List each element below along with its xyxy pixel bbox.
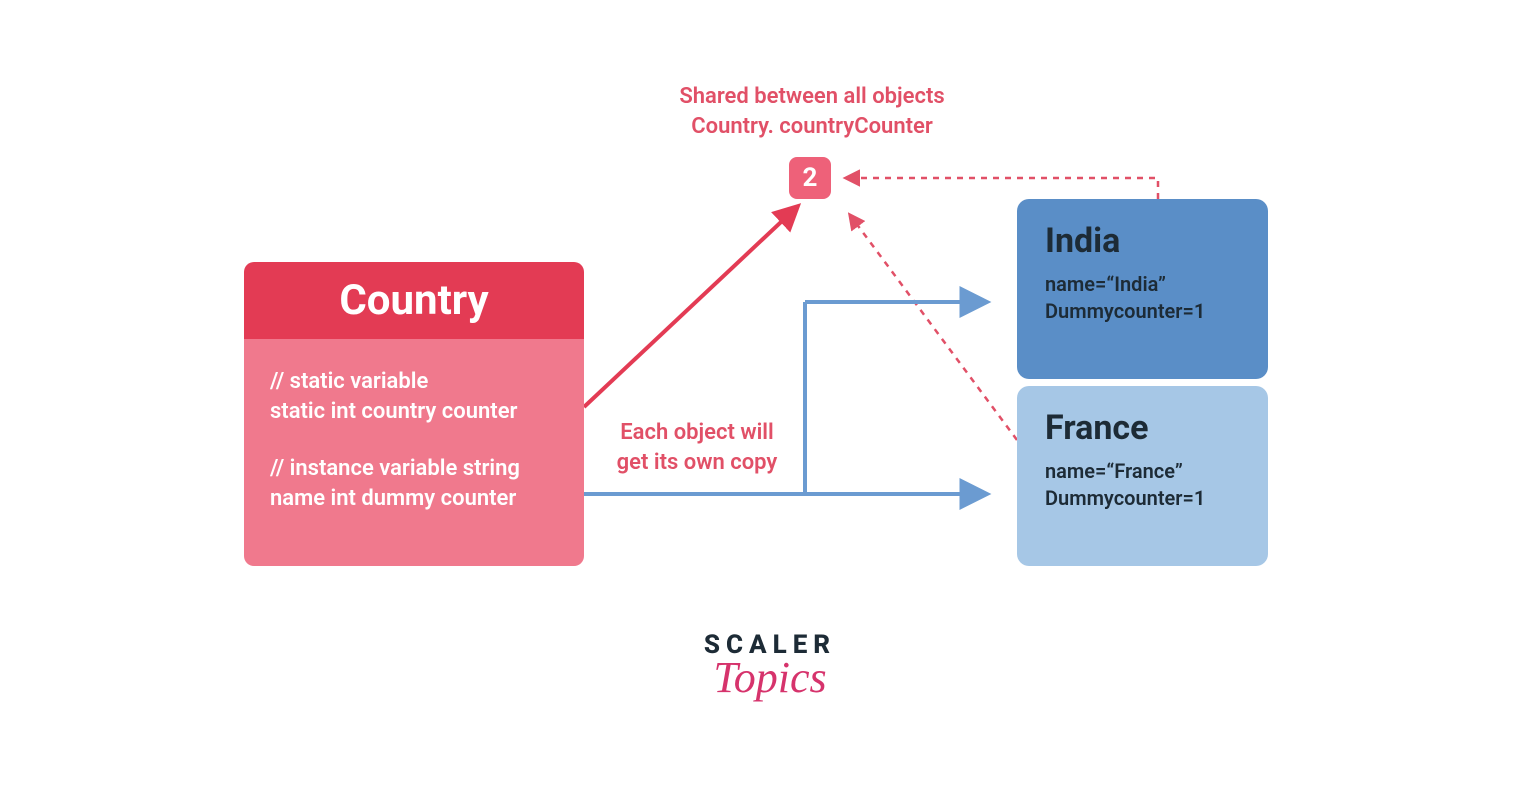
arrow-static-to-badge (584, 207, 797, 407)
diagram-canvas: Shared between all objects Country. coun… (0, 0, 1536, 811)
instance-france-box: France name=“France” Dummycounter=1 (1017, 386, 1268, 566)
instance-india-box: India name=“India” Dummycounter=1 (1017, 199, 1268, 379)
country-class-body: // static variable static int country co… (244, 339, 584, 566)
instance-india-counter: Dummycounter=1 (1045, 298, 1240, 325)
instance-var-decl: name int dummy counter (270, 484, 558, 514)
instance-france-counter: Dummycounter=1 (1045, 485, 1240, 512)
country-class-header: Country (244, 262, 584, 339)
own-copy-line1: Each object will (607, 418, 787, 448)
arrow-france-to-badge (850, 215, 1017, 440)
instance-india-title: India (1045, 221, 1240, 261)
scaler-topics-logo: SCALER Topics (690, 630, 850, 703)
shared-caption-line1: Shared between all objects (672, 82, 952, 112)
badge-value: 2 (803, 163, 818, 193)
country-counter-badge: 2 (789, 157, 831, 199)
static-var-comment: // static variable (270, 367, 558, 397)
logo-line2: Topics (690, 652, 850, 703)
instance-france-name: name=“France” (1045, 458, 1240, 485)
country-class-title: Country (339, 276, 488, 325)
static-var-decl: static int country counter (270, 397, 558, 427)
shared-caption: Shared between all objects Country. coun… (672, 82, 952, 141)
instance-india-name: name=“India” (1045, 271, 1240, 298)
instance-var-comment: // instance variable string (270, 454, 558, 484)
own-copy-line2: get its own copy (607, 448, 787, 478)
own-copy-caption: Each object will get its own copy (607, 418, 787, 477)
shared-caption-line2: Country. countryCounter (672, 112, 952, 142)
arrow-india-to-badge (846, 178, 1158, 199)
instance-france-title: France (1045, 408, 1240, 448)
country-class-box: Country // static variable static int co… (244, 262, 584, 566)
